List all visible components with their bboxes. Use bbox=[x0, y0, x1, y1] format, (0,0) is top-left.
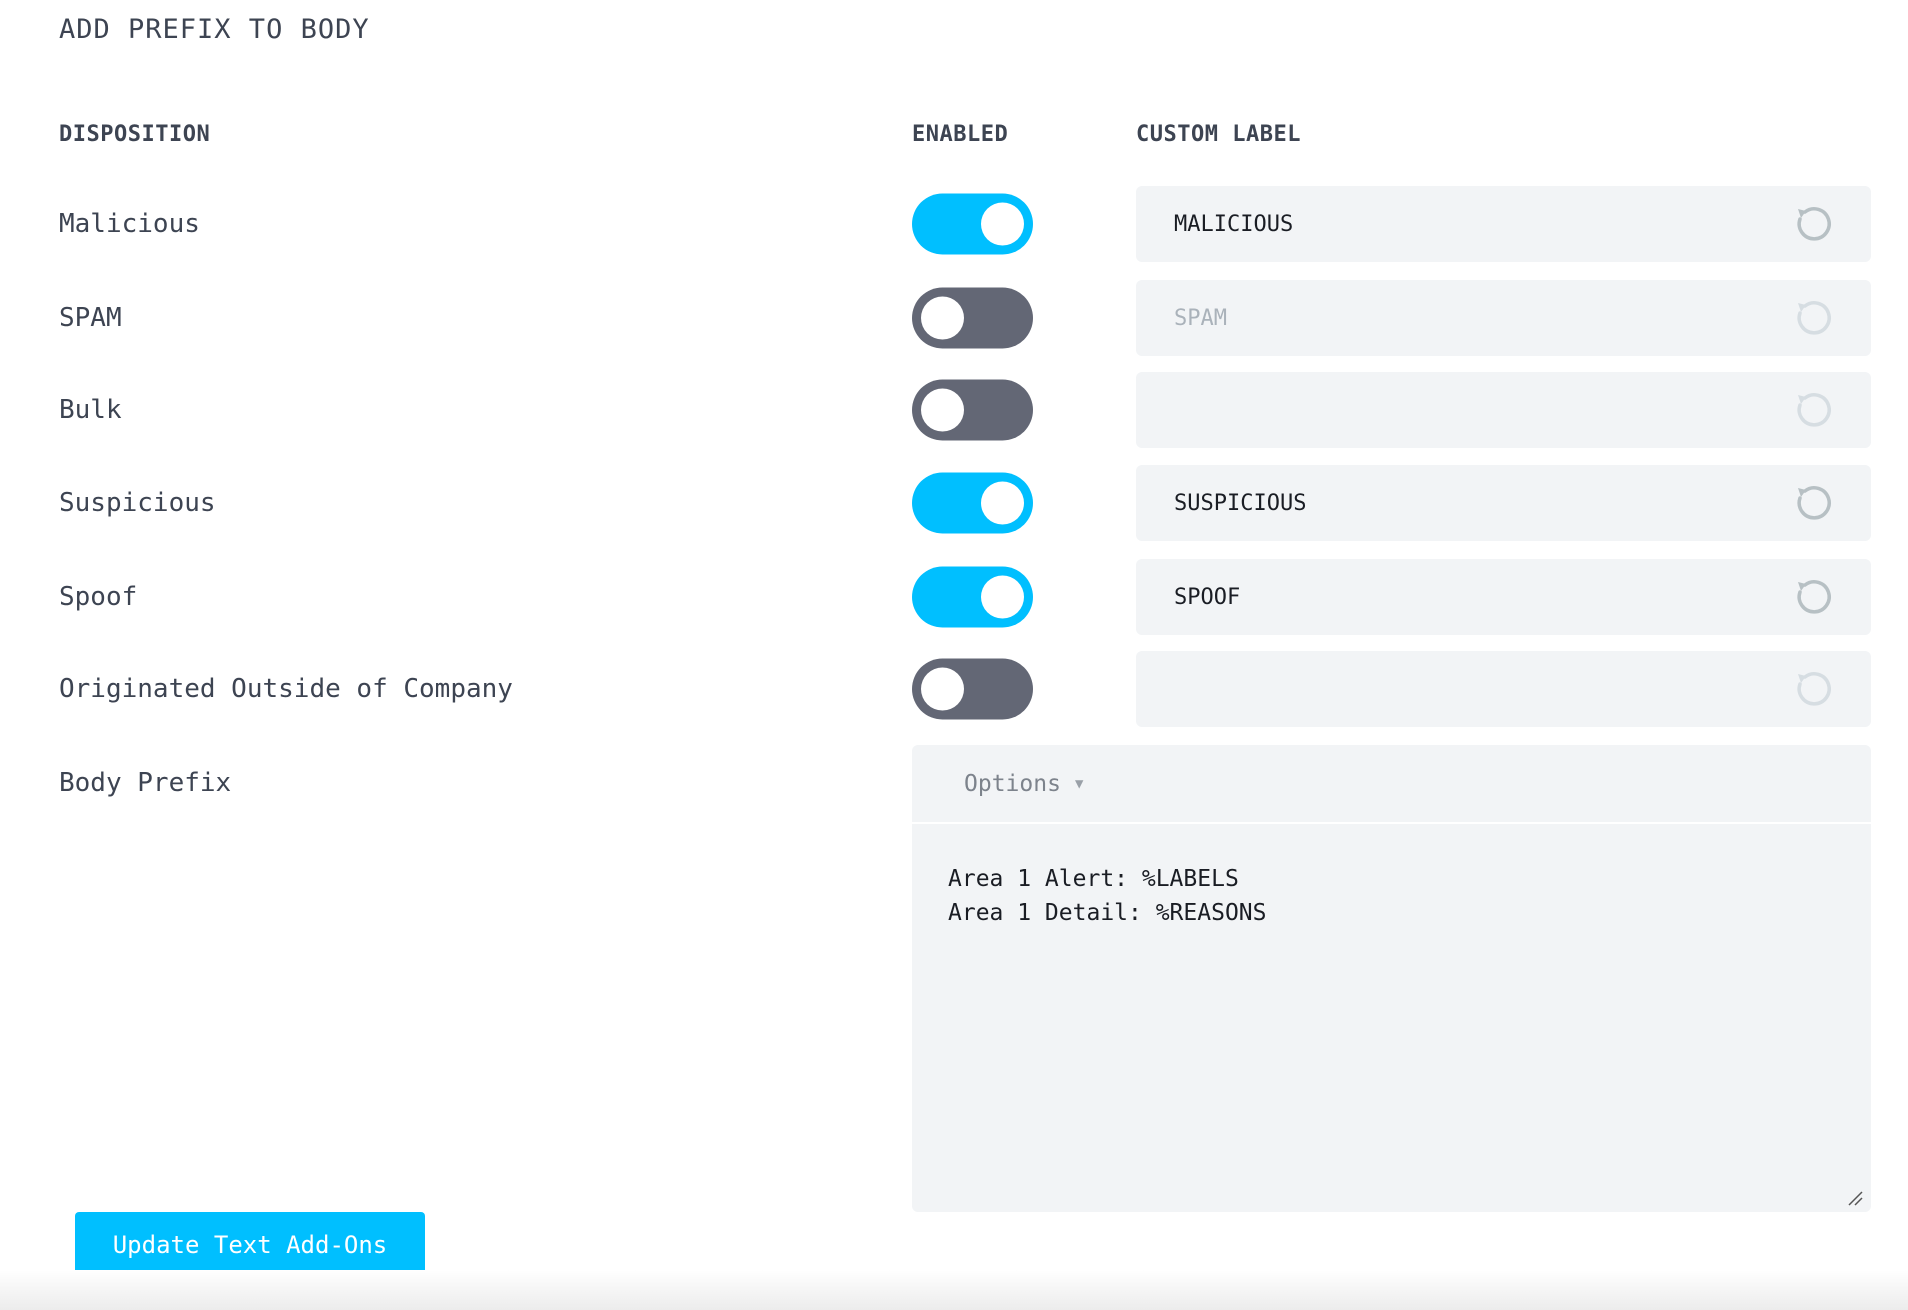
custom-label-input[interactable] bbox=[1172, 583, 1793, 611]
disposition-label: Spoof bbox=[59, 582, 138, 612]
body-prefix-textarea[interactable]: Area 1 Alert: %LABELS Area 1 Detail: %RE… bbox=[912, 824, 1871, 1212]
disposition-label: Suspicious bbox=[59, 488, 216, 518]
reset-icon[interactable] bbox=[1793, 203, 1835, 245]
disposition-label: SPAM bbox=[59, 303, 122, 333]
options-label: Options bbox=[964, 770, 1061, 797]
header-enabled: ENABLED bbox=[912, 122, 1009, 147]
custom-label-field bbox=[1136, 280, 1871, 356]
header-custom-label: CUSTOM LABEL bbox=[1136, 122, 1301, 147]
reset-icon[interactable] bbox=[1793, 297, 1835, 339]
toggle-knob bbox=[981, 575, 1024, 619]
toggle-knob bbox=[921, 388, 964, 432]
enabled-toggle[interactable] bbox=[912, 566, 1033, 628]
reset-icon[interactable] bbox=[1793, 389, 1835, 431]
reset-icon[interactable] bbox=[1793, 482, 1835, 524]
toggle-knob bbox=[921, 667, 964, 711]
custom-label-input[interactable] bbox=[1172, 489, 1793, 517]
custom-label-field bbox=[1136, 186, 1871, 262]
section-title: ADD PREFIX TO BODY bbox=[59, 14, 370, 45]
caret-down-icon: ▼ bbox=[1074, 775, 1084, 792]
reset-icon[interactable] bbox=[1793, 576, 1835, 618]
custom-label-field bbox=[1136, 465, 1871, 541]
enabled-toggle[interactable] bbox=[912, 658, 1033, 720]
enabled-toggle[interactable] bbox=[912, 379, 1033, 441]
custom-label-input[interactable] bbox=[1172, 396, 1793, 424]
enabled-toggle[interactable] bbox=[912, 193, 1033, 255]
reset-icon[interactable] bbox=[1793, 668, 1835, 710]
toggle-knob bbox=[921, 296, 964, 340]
custom-label-input[interactable] bbox=[1172, 210, 1793, 238]
toggle-knob bbox=[981, 481, 1024, 525]
header-disposition: DISPOSITION bbox=[59, 122, 211, 147]
enabled-toggle[interactable] bbox=[912, 472, 1033, 534]
toggle-knob bbox=[981, 202, 1024, 246]
disposition-label: Originated Outside of Company bbox=[59, 674, 513, 704]
resize-handle-icon[interactable] bbox=[1847, 1190, 1863, 1206]
custom-label-field bbox=[1136, 559, 1871, 635]
disposition-label: Malicious bbox=[59, 209, 200, 239]
disposition-label: Bulk bbox=[59, 395, 122, 425]
update-text-addons-button[interactable]: Update Text Add-Ons bbox=[75, 1212, 425, 1277]
custom-label-field bbox=[1136, 372, 1871, 448]
enabled-toggle[interactable] bbox=[912, 287, 1033, 349]
options-dropdown[interactable]: Options ▼ bbox=[912, 745, 1871, 822]
custom-label-field bbox=[1136, 651, 1871, 727]
bottom-shadow bbox=[0, 1270, 1908, 1310]
body-prefix-label: Body Prefix bbox=[59, 768, 232, 798]
custom-label-input[interactable] bbox=[1172, 304, 1793, 332]
custom-label-input[interactable] bbox=[1172, 675, 1793, 703]
